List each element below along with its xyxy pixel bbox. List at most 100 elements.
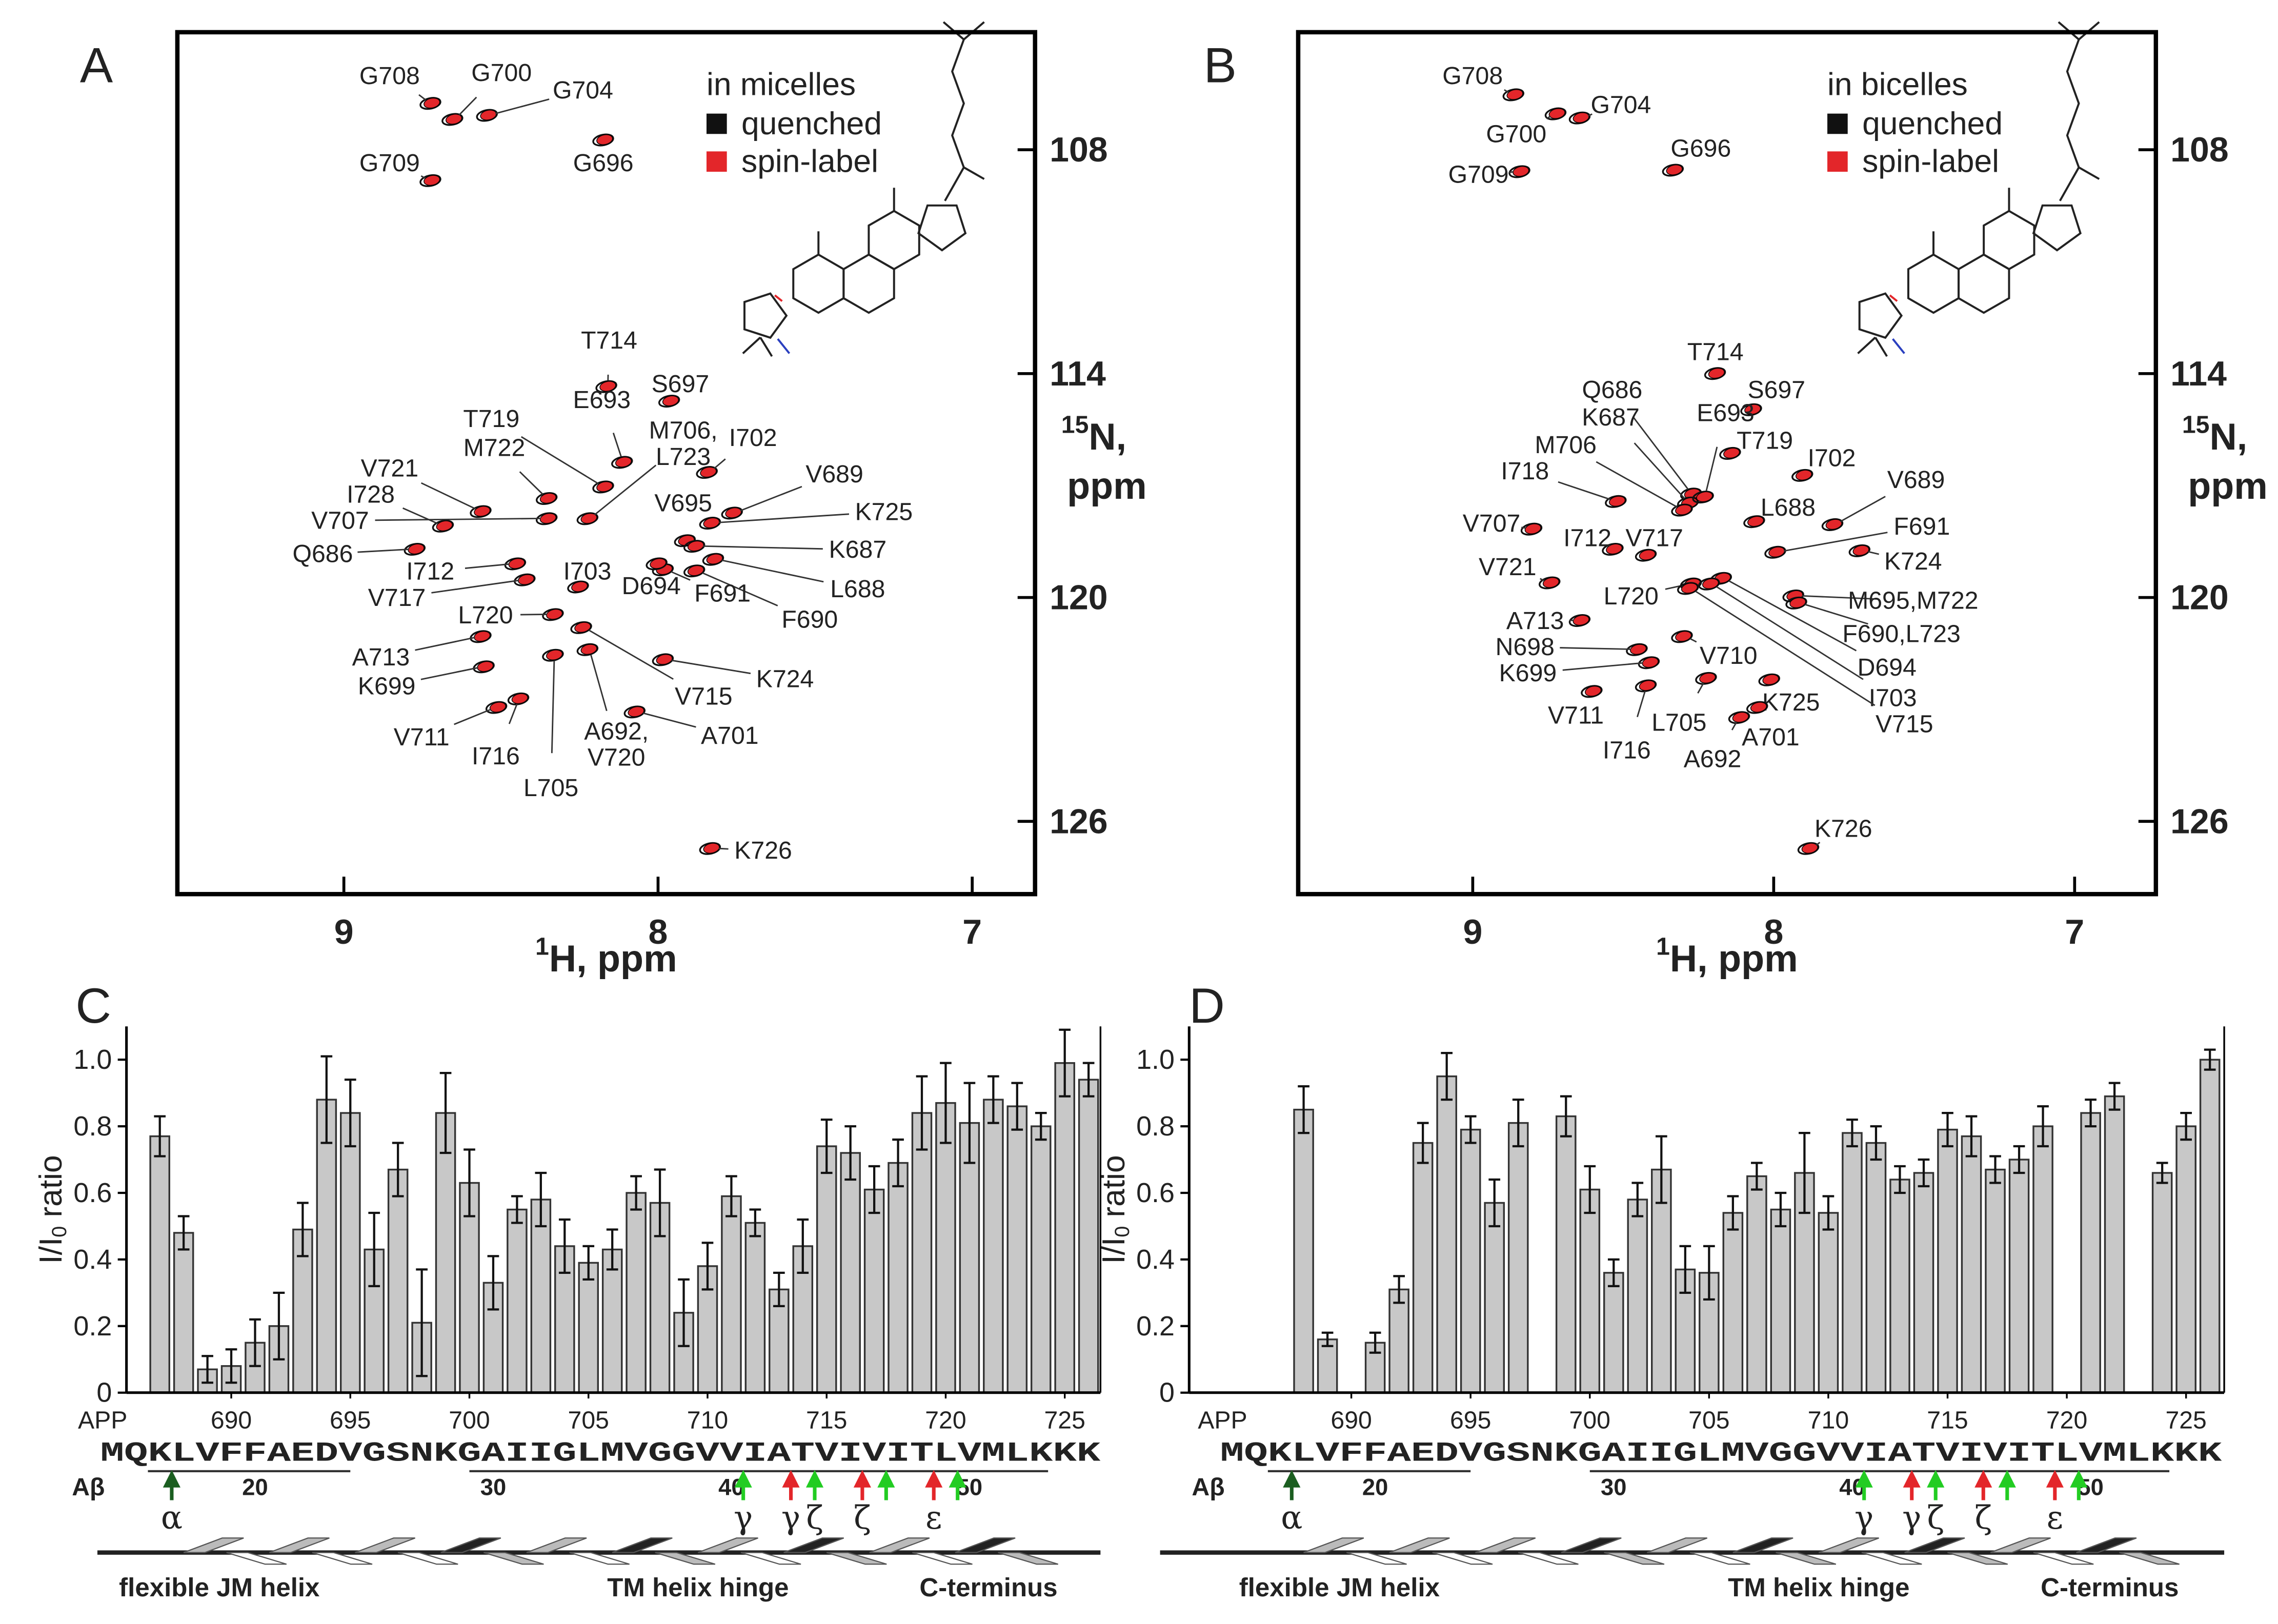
bar [1770, 1208, 1791, 1394]
peak-contour [576, 643, 599, 656]
peak-contour [419, 97, 441, 110]
bar [983, 1099, 1004, 1394]
peak-label: K687 [1582, 403, 1640, 431]
y-tick-label: 0.8 [73, 1111, 112, 1142]
peak [1795, 470, 1812, 481]
peak-label: Q686 [1582, 376, 1642, 403]
peak [424, 175, 440, 186]
peak-label: M695,M722 [1848, 586, 1978, 614]
peak [1744, 404, 1761, 415]
x-tick-label: 710 [1808, 1407, 1849, 1434]
error-bar [320, 1055, 333, 1144]
peak [725, 507, 742, 518]
peak [446, 114, 462, 125]
ribbon-turn [1732, 1537, 1793, 1553]
error-bar [773, 1271, 785, 1307]
peak-label: I702 [1808, 444, 1856, 472]
ribbon-turn [355, 1537, 416, 1553]
y-axis-label-main: I/I [1096, 1237, 1131, 1264]
peak [1708, 368, 1725, 379]
bar [911, 1112, 933, 1394]
bar [601, 1248, 623, 1394]
bar [2080, 1112, 2101, 1394]
peak [596, 481, 613, 492]
cleavage-label: γ [1854, 1499, 1873, 1536]
error-bar [1417, 1122, 1429, 1164]
bar [1293, 1108, 1314, 1394]
abeta-name: Aβ [1192, 1473, 1224, 1501]
error-bar [1607, 1258, 1620, 1287]
y-tick-label: 1.0 [73, 1044, 112, 1075]
bar [1889, 1179, 1910, 1394]
peak-label: K726 [734, 837, 792, 864]
ribbon-turn [698, 1537, 758, 1553]
peak-label: K699 [358, 673, 416, 700]
peak-contour [432, 519, 454, 533]
peak [628, 706, 644, 717]
error-bar [1560, 1095, 1572, 1138]
abeta-tick-label: 30 [1601, 1474, 1626, 1500]
y-tick-label: 114 [1050, 354, 1106, 393]
peak [1542, 577, 1560, 588]
ribbon-turn [998, 1552, 1059, 1565]
region-label: C-terminus [919, 1573, 1057, 1602]
ribbon-turn [826, 1552, 887, 1565]
bar [1460, 1128, 1481, 1394]
ring [868, 210, 920, 271]
bar [840, 1152, 861, 1394]
error-bar [535, 1171, 547, 1228]
error-bar [606, 1228, 618, 1271]
methyl [742, 188, 895, 357]
leader-line [1637, 691, 1646, 718]
peak-contour [592, 480, 614, 494]
bar [1317, 1338, 1338, 1394]
axis-name: APP [1198, 1407, 1247, 1434]
leader-line [1731, 721, 1738, 730]
ring [1858, 292, 1903, 339]
peak-label: I728 [347, 480, 395, 508]
peak-label: K724 [1884, 547, 1942, 575]
error-bar [844, 1125, 857, 1181]
peak-label: F690,L723 [1842, 620, 1960, 648]
leader-line [420, 667, 478, 680]
leader-line [1728, 580, 1857, 652]
peak-label: T719 [1737, 427, 1793, 455]
ring [743, 292, 788, 339]
peak [1524, 523, 1541, 535]
ribbon-turn [1861, 1552, 1922, 1565]
y-tick-label: 114 [2170, 354, 2227, 393]
error-bar [392, 1142, 404, 1197]
y-axis-label-sub: 0 [1111, 1226, 1134, 1237]
bar [149, 1135, 170, 1394]
error-bar [297, 1202, 309, 1257]
cleavage-label: ζ [1927, 1499, 1944, 1536]
leader-line [1562, 662, 1643, 671]
legend-swatch [706, 151, 727, 172]
peak [703, 843, 720, 854]
cleavage-label: α [161, 1499, 183, 1536]
error-bar [1059, 1028, 1071, 1098]
error-bar [273, 1291, 285, 1361]
bar [816, 1145, 837, 1394]
peak-contour [1719, 446, 1741, 460]
peak-label: V717 [368, 584, 426, 612]
peak-label: L720 [458, 601, 513, 629]
leader-line [642, 712, 696, 728]
x-tick-label: 7 [2065, 912, 2084, 951]
peak-label: E693 [1697, 399, 1755, 427]
y-axis-label-text: N, [1088, 415, 1126, 458]
ribbon-turn [569, 1552, 630, 1565]
peak [539, 493, 557, 504]
cleavage-arrow [925, 1470, 943, 1500]
cleavage-arrow [1903, 1470, 1921, 1500]
peak-contour [646, 557, 668, 571]
abeta-tick-label: 30 [480, 1474, 506, 1500]
y-tick-label: 0 [96, 1377, 112, 1408]
peak-label: L705 [523, 774, 578, 802]
peak-contour [1848, 544, 1871, 557]
peak-contour [658, 395, 680, 408]
peak-contour [504, 557, 527, 571]
y-tick-label: 126 [2170, 802, 2229, 841]
peak-label: S697 [1748, 376, 1806, 403]
peak-label: G708 [359, 62, 420, 90]
